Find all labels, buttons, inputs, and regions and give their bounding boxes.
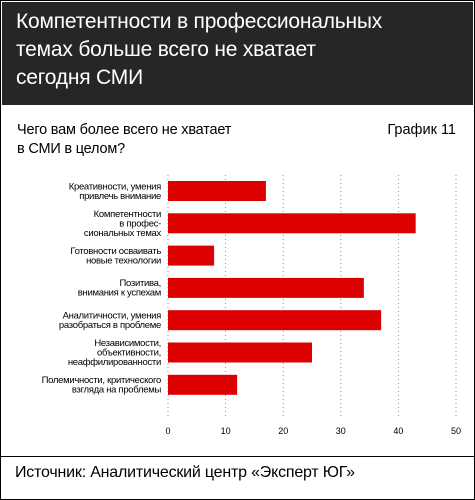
x-tick-label: 50: [451, 426, 461, 436]
x-tick-label: 40: [393, 426, 403, 436]
category-label: Позитива,: [120, 278, 162, 289]
category-label: в профес-: [119, 218, 161, 229]
category-label: Готовности осваивать: [70, 246, 161, 257]
category-label: новые технологии: [86, 255, 161, 266]
category-label: привлечь внимание: [79, 191, 161, 202]
x-tick-label: 0: [165, 426, 170, 436]
category-label: объективности,: [97, 348, 161, 359]
chart-question: Чего вам более всего не хватает в СМИ в …: [17, 121, 317, 159]
x-tick-label: 30: [336, 426, 346, 436]
bar: [168, 245, 215, 266]
header-title-line: темах больше всего не хватает: [16, 38, 316, 61]
x-tick-label: 20: [278, 426, 288, 436]
header-title-line: Компетентности в профессиональных: [16, 10, 383, 33]
footer-divider: [1, 456, 474, 457]
bar-chart: 0 10 20 30 40 50 Креативности, уменияпривлечь …: [42, 175, 461, 436]
category-label: разобраться в проблеме: [59, 320, 161, 331]
category-label: Креативности, умения: [69, 181, 161, 192]
question-line: в СМИ в целом?: [17, 141, 125, 157]
chart-header: Компетентности в профессиональных темах …: [2, 2, 473, 105]
category-label: Аналитичности, умения: [63, 310, 162, 321]
category-label: Полемичности, критического: [42, 375, 161, 386]
bar: [168, 181, 266, 201]
bar: [168, 310, 382, 331]
header-title-line: сегодня СМИ: [16, 66, 143, 89]
bar: [168, 374, 238, 395]
chart-number: График 11: [387, 122, 456, 138]
question-line: Чего вам более всего не хватает: [17, 122, 232, 138]
category-label: взгляда на проблемы: [72, 385, 162, 396]
source-note: Источник: Аналитический центр «Эксперт Ю…: [15, 464, 355, 481]
category-label: внимания к успехам: [78, 288, 161, 299]
category-label: неаффилированности: [68, 357, 161, 368]
bar: [168, 342, 312, 363]
bar: [168, 213, 416, 234]
x-tick-label: 10: [221, 426, 231, 436]
bar: [168, 277, 364, 298]
category-label: сиональных темах: [84, 228, 162, 239]
category-label: Независимости,: [94, 338, 161, 349]
category-label: Компетентности: [94, 209, 161, 220]
